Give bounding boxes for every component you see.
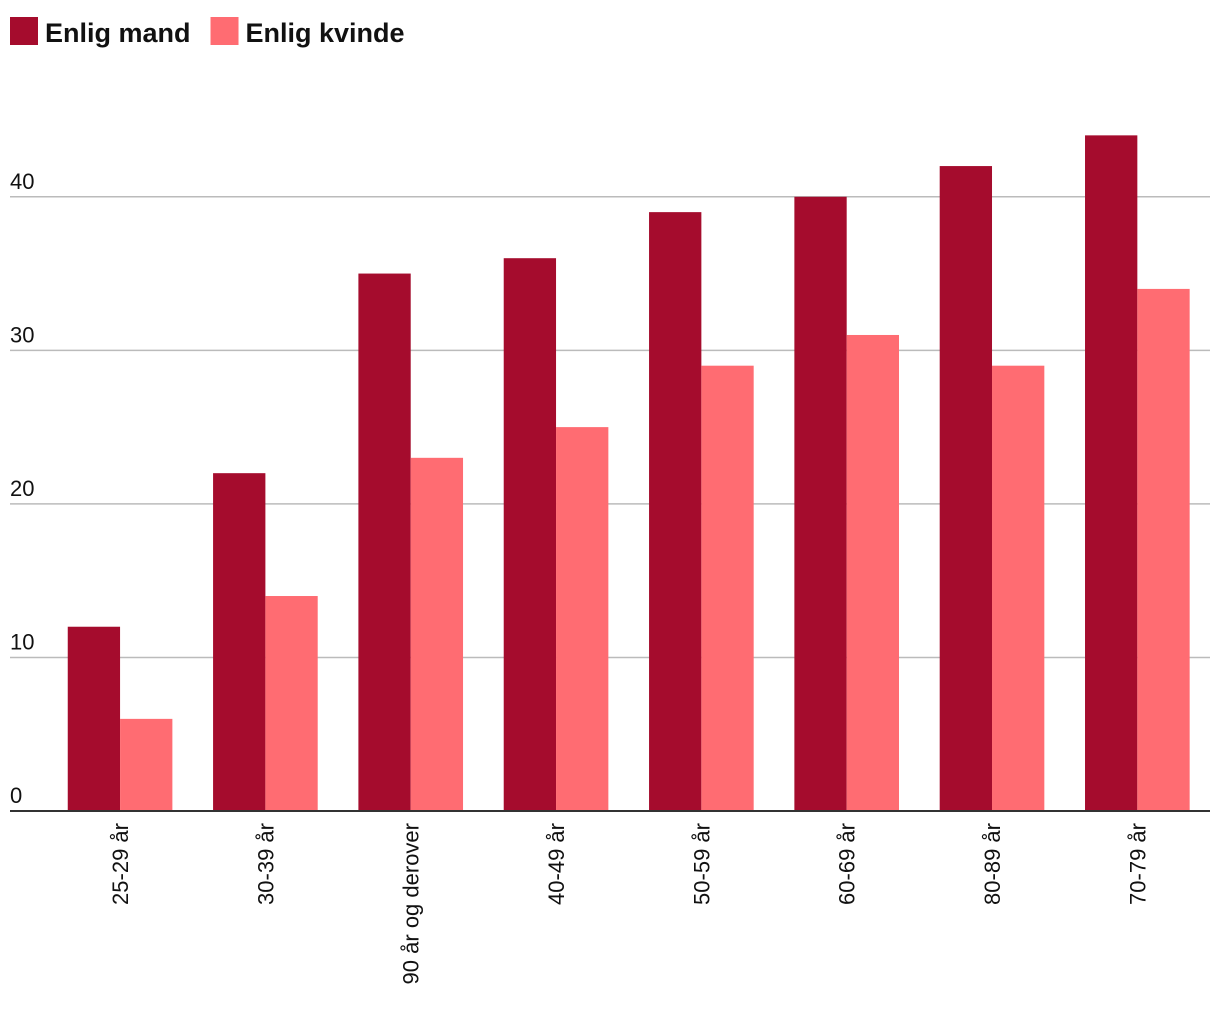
- bar: [1085, 135, 1138, 811]
- legend-label: Enlig kvinde: [246, 18, 405, 48]
- x-tick-label: 40-49 år: [544, 823, 569, 905]
- bar: [846, 334, 900, 811]
- x-tick-label: 70-79 år: [1125, 823, 1150, 905]
- bar: [410, 457, 464, 811]
- bar: [992, 365, 1045, 811]
- bar: [503, 258, 557, 811]
- bar: [649, 212, 702, 812]
- x-tick-label: 90 år og derover: [399, 823, 424, 984]
- y-tick-label: 40: [10, 169, 34, 194]
- y-tick-label: 20: [10, 476, 34, 501]
- legend-swatch: [10, 17, 38, 45]
- bar: [939, 166, 993, 812]
- x-tick-label: 25-29 år: [108, 823, 133, 905]
- y-tick-label: 10: [10, 629, 34, 654]
- y-tick-label: 0: [10, 783, 22, 808]
- legend-label: Enlig mand: [45, 18, 191, 48]
- bar: [67, 626, 121, 811]
- bar: [358, 273, 411, 811]
- bar: [701, 365, 754, 811]
- bar: [1137, 288, 1190, 811]
- x-tick-label: 80-89 år: [980, 823, 1005, 905]
- legend-swatch: [210, 17, 239, 45]
- bar: [265, 596, 318, 811]
- bar: [556, 427, 609, 811]
- bar: [213, 473, 266, 811]
- bar: [120, 718, 173, 811]
- bar: [794, 196, 847, 811]
- x-tick-label: 50-59 år: [689, 823, 714, 905]
- x-tick-label: 30-39 år: [253, 823, 278, 905]
- x-tick-label: 60-69 år: [835, 823, 860, 905]
- y-tick-label: 30: [10, 322, 34, 347]
